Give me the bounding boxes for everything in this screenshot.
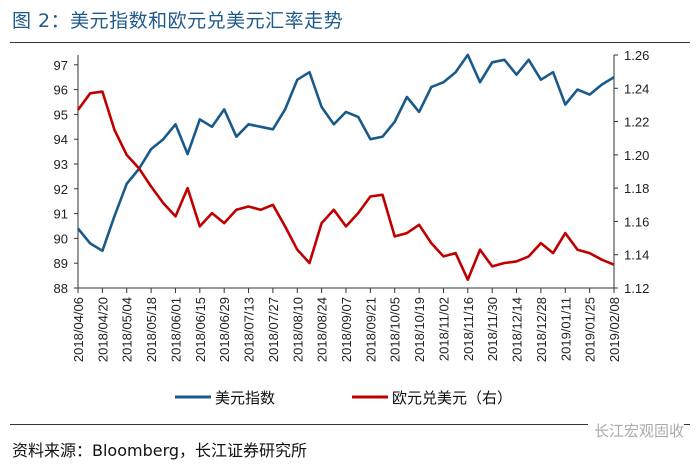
legend-label-1: 美元指数	[215, 389, 275, 407]
x-tick-label: 2018/11/02	[436, 297, 451, 361]
x-tick-label: 2018/06/01	[168, 297, 183, 362]
x-tick-label: 2018/10/19	[412, 297, 427, 362]
left-tick-label: 90	[54, 231, 68, 246]
right-tick-label: 1.12	[624, 281, 649, 296]
x-tick-label: 2018/12/28	[534, 297, 549, 362]
title-divider	[10, 42, 690, 43]
left-tick-label: 91	[54, 207, 68, 222]
x-tick-label: 2018/05/04	[120, 297, 135, 362]
right-tick-label: 1.18	[624, 181, 649, 196]
x-tick-label: 2018/06/29	[217, 297, 232, 362]
left-tick-label: 93	[54, 157, 68, 172]
x-tick-label: 2018/05/18	[144, 297, 159, 362]
x-tick-label: 2018/09/21	[363, 297, 378, 362]
footer-divider	[10, 424, 690, 425]
right-tick-label: 1.20	[624, 148, 649, 163]
x-tick-label: 2018/04/20	[95, 297, 110, 362]
x-tick-label: 2018/11/16	[461, 297, 476, 361]
right-tick-label: 1.16	[624, 214, 649, 229]
x-tick-label: 2018/08/24	[315, 297, 330, 362]
series-line-2	[76, 90, 615, 282]
x-tick-label: 2019/01/25	[583, 297, 598, 362]
x-tick-label: 2018/04/06	[71, 297, 86, 362]
left-tick-label: 89	[54, 256, 68, 271]
x-tick-label: 2018/08/10	[290, 297, 305, 362]
watermark: 长江宏观固收	[587, 420, 684, 441]
x-tick-label: 2018/10/05	[388, 297, 403, 362]
chart: 88 89 90 91 92 93 94 95 96 97 1.12 1.14 1.16 1.18 1.20…	[54, 48, 650, 407]
x-tick-label: 2018/07/13	[242, 297, 257, 362]
x-tick-label: 2018/12/14	[510, 297, 525, 362]
legend-label-2: 欧元兑美元（右）	[392, 389, 512, 407]
x-tick-label: 2018/09/07	[339, 297, 354, 362]
left-tick-label: 97	[54, 58, 68, 73]
right-tick-label: 1.24	[624, 81, 649, 96]
x-tick-label: 2019/02/08	[607, 297, 622, 362]
x-tick-label: 2019/01/11	[558, 297, 573, 361]
left-tick-label: 95	[54, 107, 68, 122]
x-tick-label: 2018/07/27	[266, 297, 281, 362]
x-tick-label: 2018/06/15	[193, 297, 208, 362]
left-tick-label: 94	[54, 132, 68, 147]
left-tick-label: 92	[54, 182, 68, 197]
right-tick-label: 1.14	[624, 248, 649, 263]
chart-title: 图 2：美元指数和欧元兑美元汇率走势	[12, 10, 344, 32]
series-line-1	[76, 53, 615, 253]
right-tick-label: 1.26	[624, 48, 649, 63]
source-note: 资料来源：Bloomberg，长江证券研究所	[12, 441, 308, 460]
x-tick-label: 2018/11/30	[485, 297, 500, 361]
left-tick-label: 96	[54, 83, 68, 98]
right-tick-label: 1.22	[624, 115, 649, 130]
left-tick-label: 88	[54, 281, 68, 296]
